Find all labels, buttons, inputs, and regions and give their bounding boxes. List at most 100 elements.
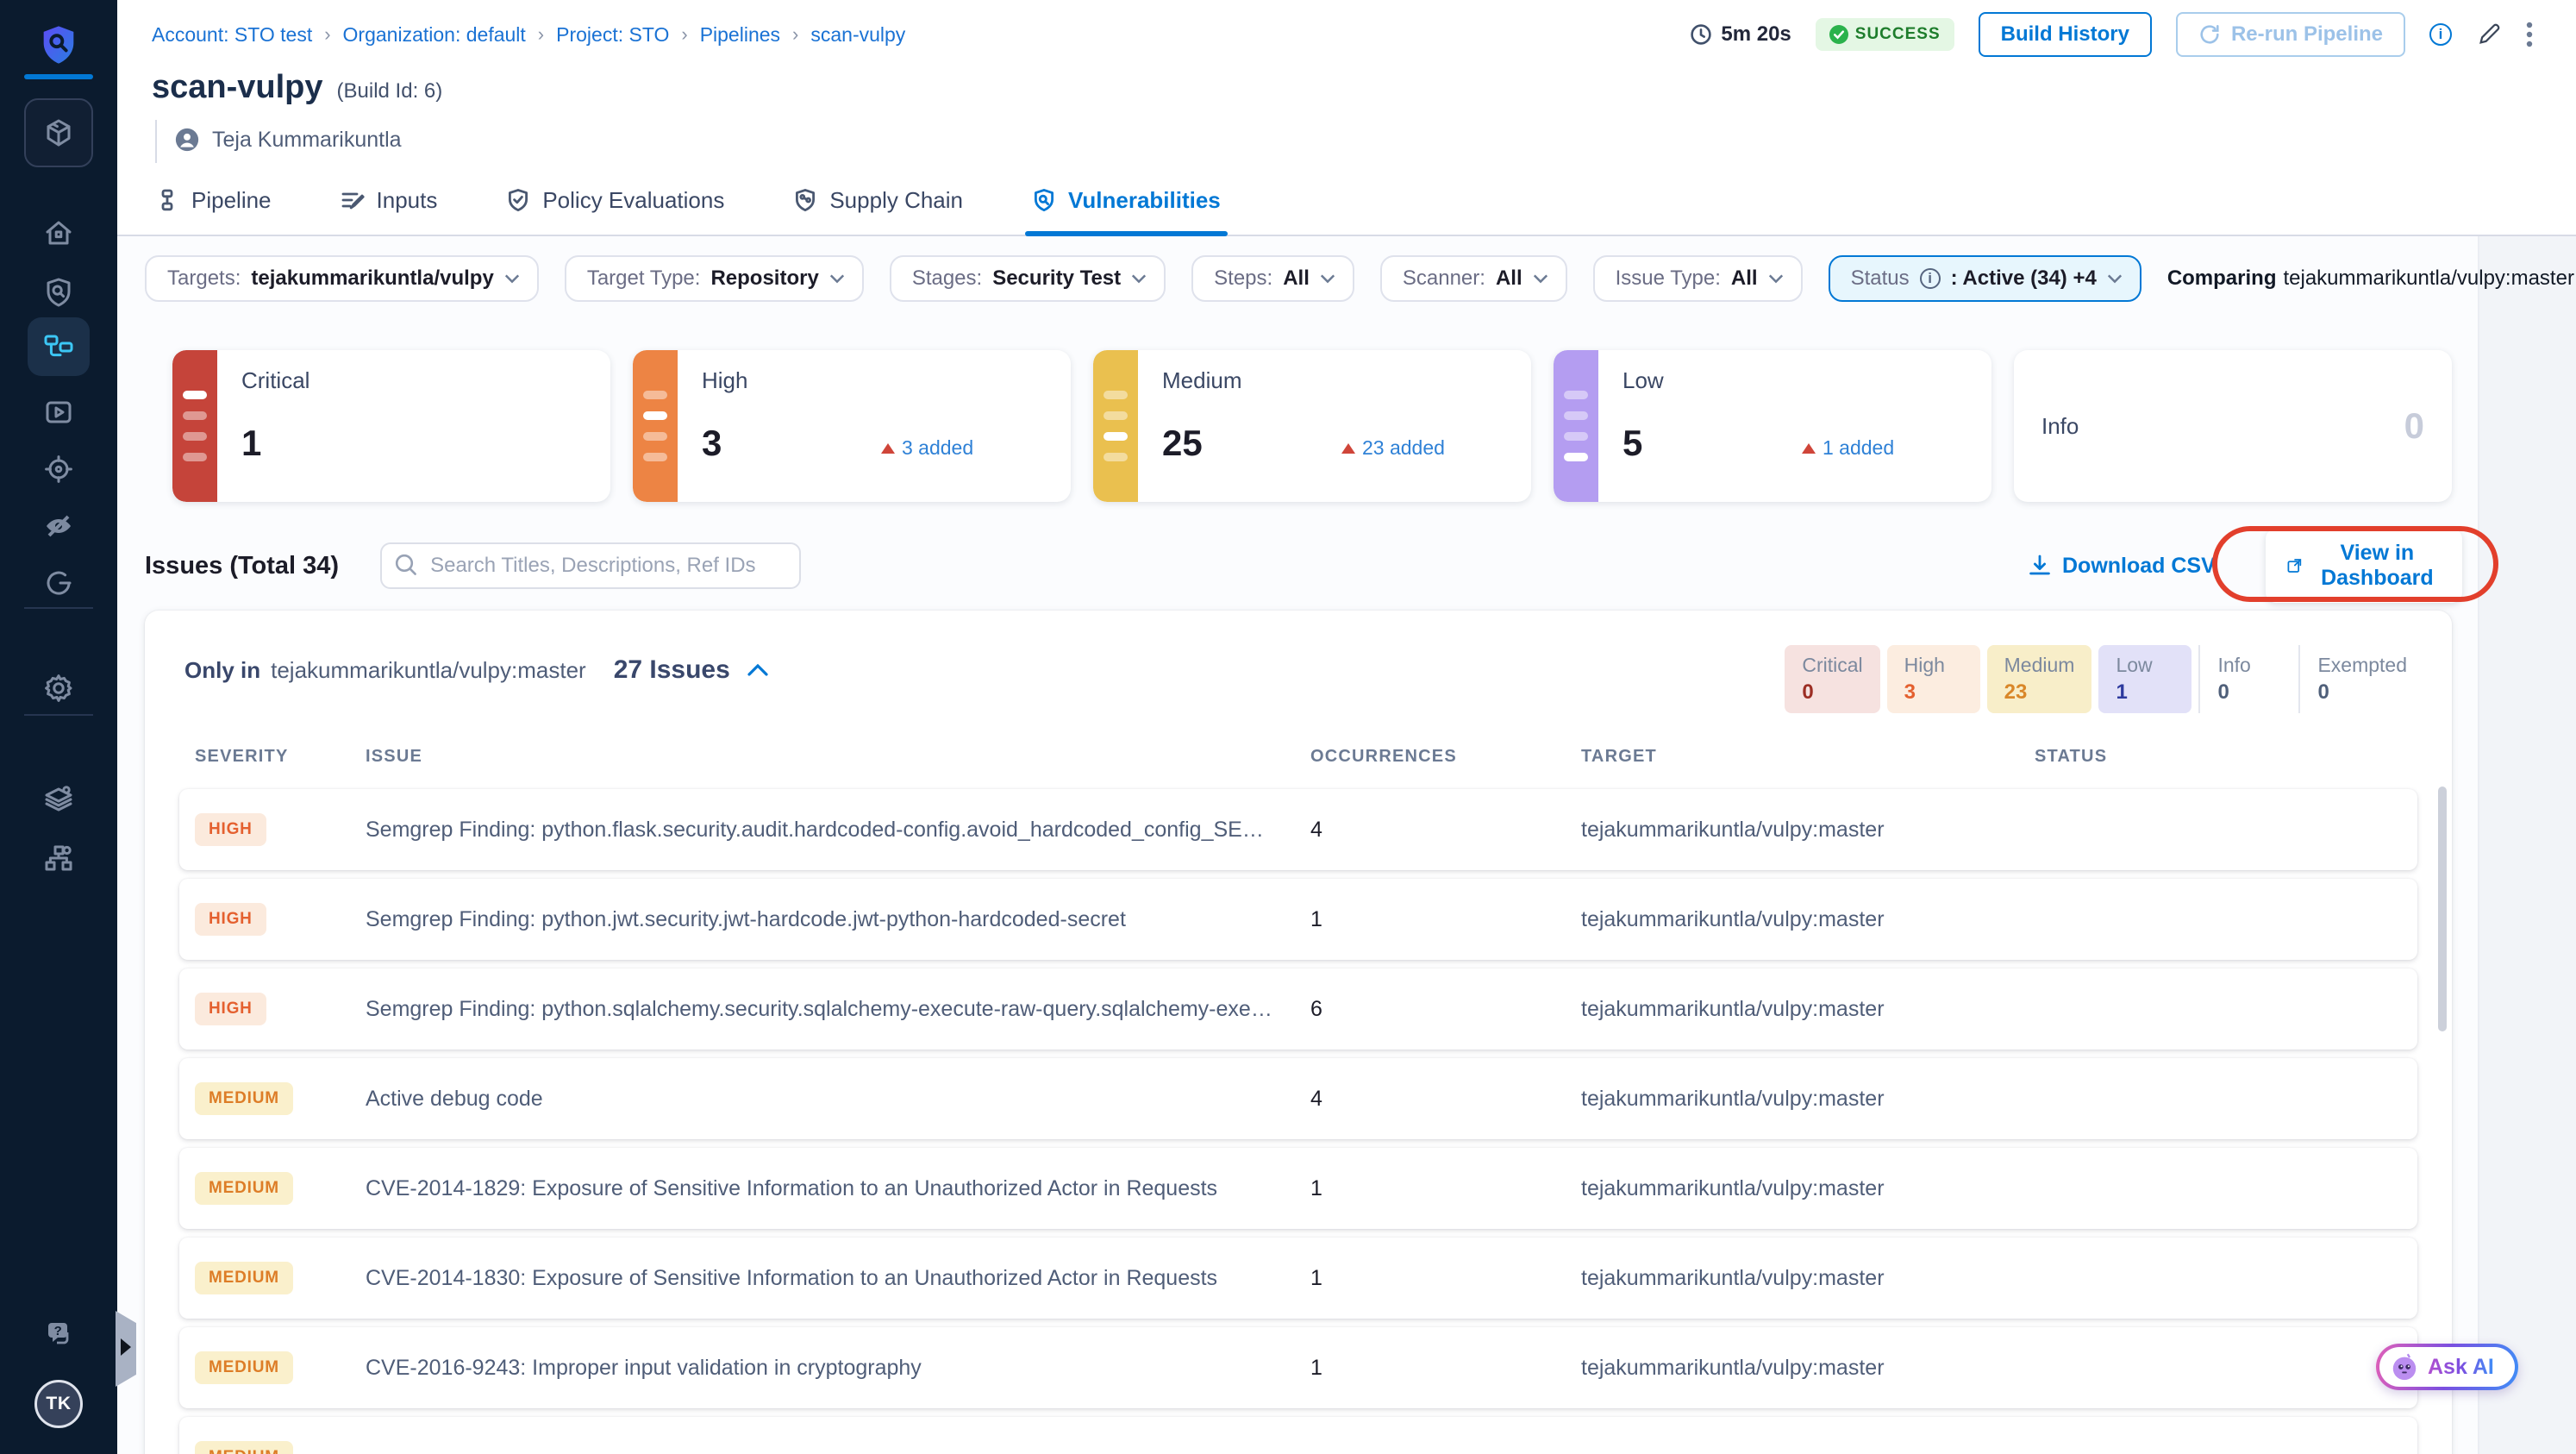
table-row[interactable]: MEDIUM CVE-2014-1829: Exposure of Sensit… bbox=[179, 1148, 2417, 1229]
sidebar-item-executions[interactable] bbox=[28, 383, 90, 442]
card-count: 1 bbox=[241, 423, 262, 463]
table-row[interactable]: HIGH Semgrep Finding: python.sqlalchemy.… bbox=[179, 968, 2417, 1050]
kebab-menu-icon[interactable] bbox=[2526, 21, 2533, 48]
ask-ai-button[interactable]: Ask AI bbox=[2376, 1344, 2518, 1390]
shield-search-icon bbox=[47, 278, 71, 307]
build-history-button[interactable]: Build History bbox=[1978, 12, 2152, 57]
filter-issue-type[interactable]: Issue Type: All bbox=[1592, 255, 1803, 302]
chevron-down-icon bbox=[2107, 274, 2122, 284]
pipeline-info-icon[interactable] bbox=[2429, 23, 2452, 46]
occurrences: 6 bbox=[1310, 996, 1322, 1021]
occurrences: 1 bbox=[1310, 906, 1322, 931]
sidebar-item-test-targets[interactable] bbox=[28, 440, 90, 498]
severity-summary-cards: Critical 1 High 3 3 added bbox=[172, 350, 2452, 502]
issue-title: CVE-2016-9243: Improper input validation… bbox=[366, 1355, 922, 1380]
search-input[interactable] bbox=[380, 542, 802, 589]
occurrences: 1 bbox=[1310, 1175, 1322, 1200]
table-row[interactable]: MEDIUM CVE-2016-9243: Improper input val… bbox=[179, 1327, 2417, 1408]
card-label: Critical bbox=[241, 367, 310, 393]
tab-vulnerabilities[interactable]: Vulnerabilities bbox=[1024, 166, 1229, 236]
issue-title: CVE-2014-1829: Exposure of Sensitive Inf… bbox=[366, 1175, 1218, 1200]
comparing-label: Comparing tejakummarikuntla/vulpy:master… bbox=[2166, 266, 2574, 290]
sidebar-item-hidden-issues[interactable] bbox=[28, 497, 90, 555]
medium-severity-bar bbox=[1093, 350, 1138, 502]
col-issue: ISSUE bbox=[366, 746, 423, 766]
info-card[interactable]: Info 0 bbox=[2014, 350, 2452, 502]
author-name: Teja Kummarikuntla bbox=[212, 127, 402, 152]
view-in-dashboard-button[interactable]: View in Dashboard bbox=[2266, 529, 2462, 603]
vertical-scrollbar-thumb[interactable] bbox=[2438, 787, 2447, 1031]
filter-steps[interactable]: Steps: All bbox=[1191, 255, 1354, 302]
only-in-label: Only in bbox=[184, 656, 261, 683]
chip-high: High 3 bbox=[1886, 645, 1980, 713]
sidebar-divider bbox=[24, 714, 93, 716]
sidebar-item-home[interactable] bbox=[28, 204, 90, 262]
filter-targets[interactable]: Targets: tejakummarikuntla/vulpy bbox=[145, 255, 539, 302]
breadcrumb-project[interactable]: Project: STO bbox=[556, 22, 670, 46]
breadcrumb-current[interactable]: scan-vulpy bbox=[810, 22, 906, 46]
severity-badge: MEDIUM bbox=[195, 1172, 293, 1205]
pipelines-icon bbox=[44, 335, 73, 357]
chat-question-icon: ? bbox=[48, 1323, 69, 1344]
severity-badge: MEDIUM bbox=[195, 1082, 293, 1115]
breadcrumb-pipelines[interactable]: Pipelines bbox=[699, 22, 781, 46]
target: tejakummarikuntla/vulpy:master bbox=[1581, 906, 1885, 931]
hierarchy-gear-icon bbox=[45, 845, 72, 871]
shield-search-icon bbox=[1035, 189, 1054, 211]
help-chat-button[interactable]: ? bbox=[28, 1304, 90, 1363]
filter-target-type[interactable]: Target Type: Repository bbox=[564, 255, 864, 302]
tab-pipeline[interactable]: Pipeline bbox=[155, 166, 272, 235]
card-label: Info bbox=[2041, 412, 2079, 439]
clock-icon bbox=[1691, 24, 1712, 45]
severity-badge: MEDIUM bbox=[195, 1351, 293, 1384]
table-row[interactable]: MEDIUM Active debug code 4 tejakummariku… bbox=[179, 1058, 2417, 1139]
sidebar-divider bbox=[24, 607, 93, 609]
chevron-up-icon[interactable] bbox=[747, 663, 768, 677]
added-indicator: 1 added bbox=[1802, 436, 1894, 460]
filter-status[interactable]: Status : Active (34) +4 bbox=[1828, 255, 2141, 302]
severity-badge: HIGH bbox=[195, 903, 266, 936]
rerun-pipeline-button[interactable]: Re-run Pipeline bbox=[2175, 12, 2405, 57]
top-bar: Account: STO test › Organization: defaul… bbox=[117, 0, 2576, 69]
filter-stages[interactable]: Stages: Security Test bbox=[889, 255, 1166, 302]
download-csv-button[interactable]: Download CSV bbox=[2017, 552, 2226, 580]
sidebar-item-exemptions[interactable] bbox=[28, 554, 90, 612]
sidebar-item-overview[interactable] bbox=[28, 262, 90, 321]
main-content: Account: STO test › Organization: defaul… bbox=[117, 0, 2576, 1454]
low-card[interactable]: Low 5 1 added bbox=[1554, 350, 1991, 502]
sidebar-item-default-settings[interactable] bbox=[28, 769, 90, 828]
breadcrumb-org[interactable]: Organization: default bbox=[342, 22, 526, 46]
sidebar-expand-handle[interactable] bbox=[116, 1311, 136, 1387]
critical-severity-bar bbox=[172, 350, 217, 502]
table-row[interactable]: MEDIUM bbox=[179, 1417, 2417, 1454]
breadcrumb-account[interactable]: Account: STO test bbox=[152, 22, 313, 46]
issue-title: Semgrep Finding: python.sqlalchemy.secur… bbox=[366, 996, 1280, 1021]
medium-card[interactable]: Medium 25 23 added bbox=[1093, 350, 1531, 502]
high-card[interactable]: High 3 3 added bbox=[633, 350, 1071, 502]
sidebar-item-org-settings[interactable] bbox=[28, 828, 90, 887]
tab-policy-evaluations[interactable]: Policy Evaluations bbox=[506, 166, 724, 235]
critical-card[interactable]: Critical 1 bbox=[172, 350, 610, 502]
edit-pencil-icon[interactable] bbox=[2476, 22, 2502, 47]
filter-scanner[interactable]: Scanner: All bbox=[1379, 255, 1567, 302]
table-row[interactable]: HIGH Semgrep Finding: python.jwt.securit… bbox=[179, 879, 2417, 960]
user-avatar[interactable]: TK bbox=[34, 1380, 83, 1428]
chevron-down-icon bbox=[1320, 274, 1335, 284]
breadcrumb-separator: › bbox=[681, 23, 688, 45]
shield-check-icon bbox=[509, 189, 528, 211]
home-icon bbox=[46, 221, 72, 245]
sidebar-item-pipelines[interactable] bbox=[28, 317, 90, 376]
chevron-down-icon bbox=[829, 274, 844, 284]
table-row[interactable]: MEDIUM CVE-2014-1830: Exposure of Sensit… bbox=[179, 1238, 2417, 1319]
issue-title: Semgrep Finding: python.flask.security.a… bbox=[366, 817, 1291, 842]
table-header: SEVERITY ISSUE OCCURRENCES TARGET STATUS bbox=[179, 741, 2417, 772]
sidebar-item-settings[interactable] bbox=[28, 659, 90, 718]
chevron-down-icon bbox=[504, 274, 519, 284]
table-row[interactable]: HIGH Semgrep Finding: python.flask.secur… bbox=[179, 789, 2417, 870]
col-severity: SEVERITY bbox=[195, 746, 289, 766]
tab-inputs[interactable]: Inputs bbox=[341, 166, 437, 235]
tab-supply-chain[interactable]: Supply Chain bbox=[793, 166, 963, 235]
module-switcher-button[interactable] bbox=[24, 98, 93, 167]
added-indicator: 3 added bbox=[881, 436, 973, 460]
